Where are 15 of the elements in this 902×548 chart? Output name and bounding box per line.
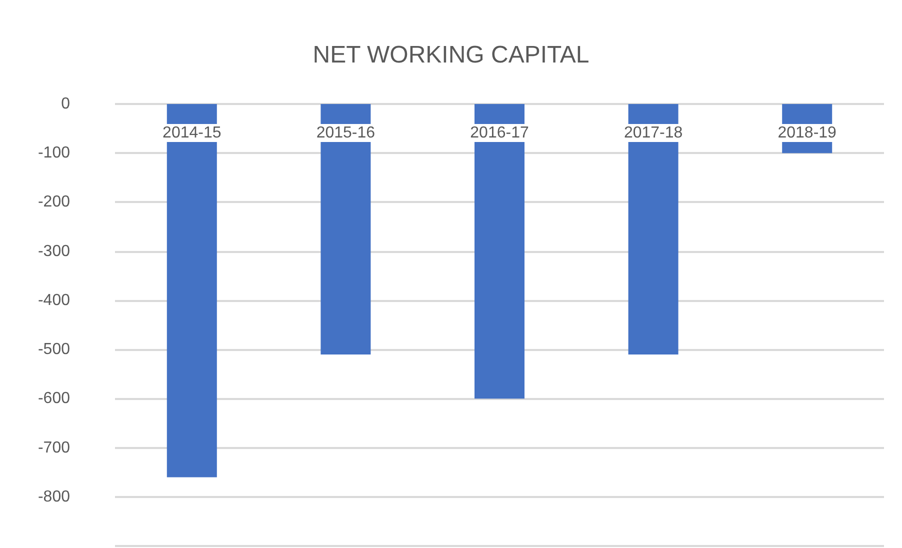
y-tick-label: -800 (38, 488, 70, 506)
y-tick-label: -600 (38, 390, 70, 408)
y-tick-label: -300 (38, 242, 70, 260)
y-tick-label: -400 (38, 292, 70, 309)
y-tick-label: -500 (38, 341, 70, 358)
chart-title: NET WORKING CAPITAL (312, 42, 590, 68)
x-tick-label: 2014-15 (162, 124, 222, 142)
y-tick-label: -100 (38, 144, 70, 162)
x-tick-label: 2018-19 (778, 124, 837, 142)
x-tick-label: 2017-18 (624, 124, 683, 142)
x-tick-label: 2016-17 (470, 124, 529, 142)
y-tick-label: -200 (38, 194, 70, 211)
y-tick-label: -700 (38, 439, 70, 456)
x-tick-label: 2015-16 (316, 124, 376, 142)
y-tick-label: 0 (61, 96, 70, 112)
